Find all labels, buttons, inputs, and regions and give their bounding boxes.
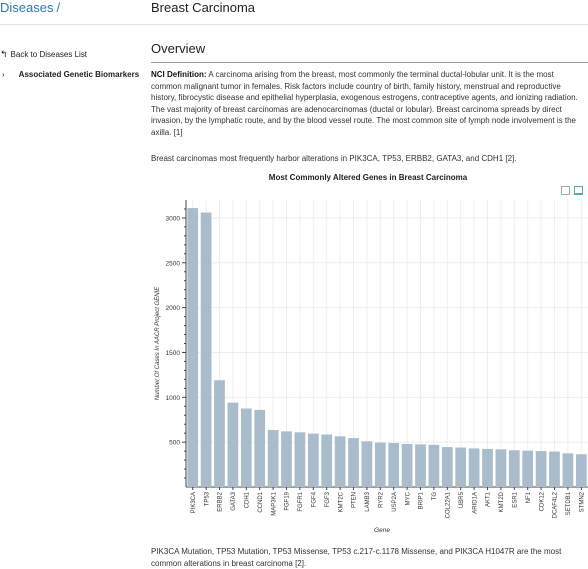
x-tick-label: ARID1A <box>472 492 478 514</box>
x-tick-label: USP2A <box>392 492 398 512</box>
chart-menu-icon[interactable] <box>574 186 583 195</box>
y-tick-label: 3000 <box>166 215 181 222</box>
bar-pten <box>348 438 359 487</box>
nci-definition-label: NCI Definition: <box>151 70 207 79</box>
x-tick-label: TG <box>432 492 438 501</box>
bar-kmt2d <box>495 449 507 487</box>
x-tick-label: CDK12 <box>539 491 545 511</box>
x-tick-label: FGF3 <box>325 491 331 507</box>
x-tick-label: CDH1 <box>245 491 251 508</box>
bar-erbb2 <box>214 380 225 487</box>
y-tick-label: 1500 <box>166 350 181 357</box>
bar-ccnd1 <box>254 409 266 487</box>
bar-usp2a <box>388 443 400 487</box>
x-tick-label: NF1 <box>526 491 532 503</box>
chart-title: Most Commonly Altered Genes in Breast Ca… <box>268 173 468 182</box>
x-tick-label: PTEN <box>352 492 358 508</box>
x-tick-label: KMT2C <box>338 491 344 512</box>
mutations-summary: PIK3CA Mutation, TP53 Mutation, TP53 Mis… <box>151 547 562 568</box>
chevron-right-icon: › <box>2 70 5 79</box>
bar-gata3 <box>227 402 239 487</box>
overview-heading: Overview <box>151 41 206 56</box>
back-arrow-icon: ↰ <box>0 49 8 59</box>
bar-map3k1 <box>267 430 279 487</box>
x-tick-label: SETDB1 <box>566 491 572 515</box>
x-tick-label: AKT1 <box>486 491 492 507</box>
header-divider <box>0 24 588 25</box>
genes-summary: Breast carcinomas most frequently harbor… <box>151 154 517 163</box>
breadcrumb-diseases-link[interactable]: Diseases <box>0 0 54 15</box>
overview-divider <box>151 62 588 63</box>
x-tick-label: COL22A1 <box>446 491 452 518</box>
bar-fgfr1 <box>294 432 306 487</box>
bar-stmn2 <box>575 454 587 487</box>
bar-akt1 <box>482 448 493 487</box>
x-tick-label: GATA3 <box>231 491 237 510</box>
header-bar: Diseases / Breast Carcinoma <box>0 0 588 22</box>
bar-arid1a <box>468 448 480 487</box>
x-tick-label: BRIP1 <box>419 491 425 509</box>
bar-pik3ca <box>187 208 199 487</box>
bar-myc <box>401 443 413 487</box>
bar-fgf3 <box>321 434 333 487</box>
x-tick-label: DCAF4L2 <box>553 491 559 518</box>
nci-definition-text: A carcinoma arising from the breast, mos… <box>151 70 578 137</box>
x-tick-label: ERBB2 <box>218 491 224 511</box>
x-tick-label: KMT2D <box>499 491 505 512</box>
nci-definition: NCI Definition: A carcinoma arising from… <box>151 69 585 139</box>
back-label: Back to Diseases List <box>10 50 88 59</box>
y-axis-label: Number Of Cases In AACR Project GENIE <box>155 286 161 400</box>
breadcrumb: Diseases / <box>0 0 60 15</box>
y-tick-label: 2000 <box>166 305 181 312</box>
bar-cdk12 <box>535 451 547 487</box>
sidebar-item-associated-genetic-biomarkers[interactable]: › Associated Genetic Biomarkers <box>0 69 140 80</box>
bar-setdb1 <box>562 453 574 487</box>
bar-col22a1 <box>441 447 453 487</box>
x-tick-label: MYC <box>405 491 411 505</box>
breadcrumb-separator: / <box>56 0 61 15</box>
x-tick-label: LAMB3 <box>365 491 371 511</box>
x-tick-label: FGFR1 <box>298 491 304 511</box>
x-tick-label: MAP3K1 <box>271 491 277 515</box>
save-icon[interactable] <box>561 186 570 195</box>
y-tick-label: 2500 <box>166 260 181 267</box>
x-tick-label: CCND1 <box>258 491 264 512</box>
x-tick-label: UBR5 <box>459 491 465 508</box>
sidebar-item-label: Associated Genetic Biomarkers <box>18 70 140 79</box>
x-tick-label: FGF4 <box>312 491 318 507</box>
bar-nf1 <box>522 450 534 487</box>
x-axis-label: Gene <box>374 527 390 534</box>
bar-ryr2 <box>374 442 386 487</box>
x-tick-label: PIK3CA <box>191 492 197 513</box>
back-to-diseases-link[interactable]: ↰ Back to Diseases List <box>0 49 87 60</box>
x-tick-label: ESR1 <box>513 491 519 507</box>
bar-cdh1 <box>240 408 252 487</box>
bar-tg <box>428 444 440 487</box>
x-tick-label: RYR2 <box>379 491 385 508</box>
y-tick-label: 1000 <box>166 395 181 402</box>
y-tick-label: 500 <box>169 440 180 447</box>
bar-ubr5 <box>455 447 467 487</box>
page-title: Breast Carcinoma <box>151 0 256 15</box>
bar-fgf19 <box>281 431 292 487</box>
x-tick-label: STMN2 <box>580 491 586 512</box>
bar-fgf4 <box>307 433 319 487</box>
bar-tp53 <box>200 212 212 487</box>
bar-dcaf4l2 <box>549 451 560 487</box>
bar-esr1 <box>508 450 520 487</box>
bar-brip1 <box>415 444 426 487</box>
bar-kmt2c <box>334 436 346 487</box>
x-tick-label: TP53 <box>204 491 210 506</box>
x-tick-label: FGF19 <box>285 491 291 510</box>
bar-lamb3 <box>361 441 373 487</box>
